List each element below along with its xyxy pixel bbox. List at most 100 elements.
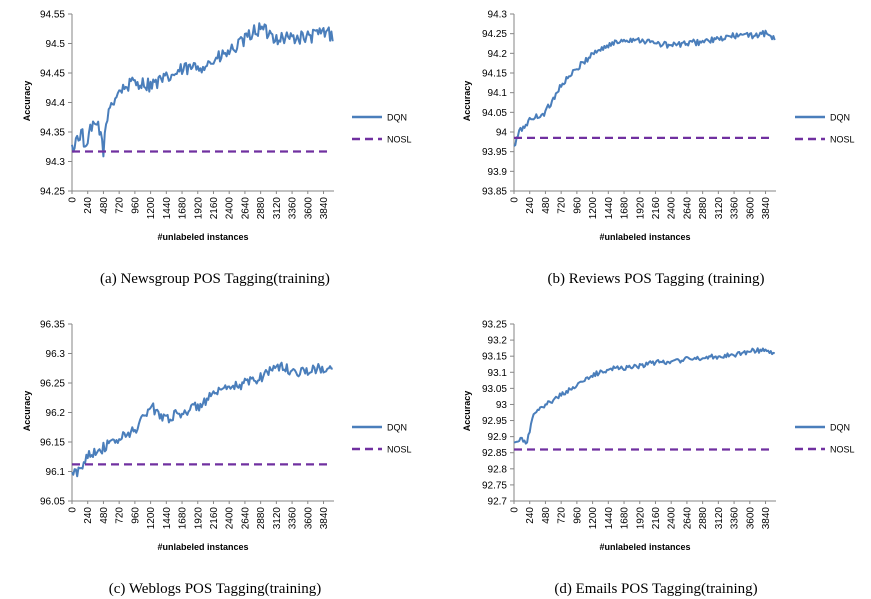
- x-tick-label: 3360: [288, 197, 299, 220]
- x-tick-label: 1440: [604, 507, 615, 530]
- y-tick-label: 93.85: [482, 187, 507, 198]
- x-tick-label: 480: [99, 507, 110, 524]
- x-tick-label: 1200: [146, 507, 157, 530]
- y-tick-label: 94: [496, 128, 508, 139]
- x-tick-label: 2640: [682, 197, 693, 220]
- x-tick-label: 2640: [240, 507, 251, 530]
- y-axis-title: Accuracy: [22, 391, 32, 432]
- y-tick-label: 94.35: [40, 128, 65, 139]
- x-tick-label: 1680: [178, 507, 189, 530]
- x-tick-label: 2880: [256, 507, 267, 530]
- y-tick-label: 94.05: [482, 108, 507, 119]
- y-tick-label: 93: [496, 400, 508, 411]
- x-tick-label: 1200: [588, 507, 599, 530]
- chart-panel-3: 96.05 96.1 96.15 96.2 96.25 96.3 96.35 0 240 480 7…: [22, 320, 412, 598]
- y-tick-label: 93.1: [488, 368, 508, 379]
- y-axis-title: Accuracy: [22, 81, 32, 122]
- legend-label-nosl: NOSL: [830, 135, 855, 145]
- x-tick-label: 960: [130, 197, 141, 214]
- panel-caption: (b) Reviews POS Tagging (training): [548, 271, 765, 287]
- x-axis-title: #unlabeled instances: [599, 542, 690, 552]
- x-tick-label: 240: [83, 197, 94, 214]
- x-tick-label: 2880: [698, 197, 709, 220]
- x-tick-label: 0: [68, 507, 79, 513]
- legend-label-nosl: NOSL: [387, 135, 412, 145]
- y-tick-label: 94.25: [40, 187, 65, 198]
- x-tick-label: 3600: [303, 197, 314, 220]
- panel-caption: (a) Newsgroup POS Tagging(training): [100, 271, 330, 287]
- x-tick-label: 2640: [240, 197, 251, 220]
- y-tick-label: 96.35: [40, 320, 65, 331]
- x-tick-label: 3360: [288, 507, 299, 530]
- chart-panel-1: 94.25 94.3 94.35 94.4 94.45 94.5 94.55 0 240 480 7…: [22, 10, 412, 288]
- x-tick-label: 3600: [745, 197, 756, 220]
- x-tick-label: 3120: [714, 197, 725, 220]
- y-tick-label: 92.7: [488, 497, 508, 508]
- series-line-dqn: [71, 361, 333, 478]
- panel-caption: (c) Weblogs POS Tagging(training): [109, 581, 322, 597]
- y-axis-title: Accuracy: [462, 391, 472, 432]
- x-tick-label: 0: [68, 197, 79, 203]
- y-tick-label: 94.1: [488, 88, 508, 99]
- x-tick-label: 2400: [667, 507, 678, 530]
- y-tick-label: 92.85: [482, 448, 507, 459]
- y-tick-label: 94.2: [488, 49, 508, 60]
- x-tick-label: 3360: [730, 507, 741, 530]
- x-tick-label: 1440: [162, 507, 173, 530]
- x-axis-title: #unlabeled instances: [157, 542, 248, 552]
- x-tick-label: 480: [99, 197, 110, 214]
- legend-label-dqn: DQN: [387, 113, 407, 123]
- y-tick-label: 94.55: [40, 10, 65, 21]
- x-tick-label: 3120: [272, 507, 283, 530]
- y-axis-title: Accuracy: [462, 81, 472, 122]
- series-line-dqn: [513, 29, 776, 147]
- x-tick-label: 1200: [588, 197, 599, 220]
- x-tick-label: 1920: [193, 507, 204, 530]
- y-tick-label: 93.95: [482, 147, 507, 158]
- x-tick-label: 240: [525, 197, 536, 214]
- x-tick-label: 1920: [193, 197, 204, 220]
- x-tick-label: 2880: [698, 507, 709, 530]
- x-tick-label: 3840: [319, 197, 330, 220]
- y-tick-label: 92.8: [488, 464, 508, 475]
- x-tick-label: 240: [525, 507, 536, 524]
- y-tick-label: 94.3: [46, 157, 66, 168]
- x-tick-label: 1200: [146, 197, 157, 220]
- x-tick-label: 2880: [256, 197, 267, 220]
- x-tick-label: 2160: [209, 507, 220, 530]
- y-tick-label: 96.3: [46, 349, 66, 360]
- y-tick-label: 92.75: [482, 480, 507, 491]
- chart-panel-4: 92.7 92.75 92.8 92.85 92.9 92.95 93 93.05 93.1 93…: [462, 320, 855, 598]
- x-tick-label: 3840: [761, 507, 772, 530]
- chart-panel-2: 93.85 93.9 93.95 94 94.05 94.1 94.15 94.2 94.25 9…: [462, 10, 855, 288]
- x-tick-label: 2640: [682, 507, 693, 530]
- y-tick-label: 96.1: [46, 467, 66, 478]
- x-tick-label: 3360: [730, 197, 741, 220]
- x-tick-label: 1440: [162, 197, 173, 220]
- x-tick-label: 0: [510, 507, 521, 513]
- y-tick-label: 94.3: [488, 10, 508, 21]
- y-tick-label: 96.25: [40, 379, 65, 390]
- x-axis-title: #unlabeled instances: [599, 232, 690, 242]
- x-tick-label: 1440: [604, 197, 615, 220]
- x-tick-label: 3120: [272, 197, 283, 220]
- y-tick-label: 93.2: [488, 336, 508, 347]
- x-tick-label: 2160: [209, 197, 220, 220]
- x-tick-label: 720: [115, 197, 126, 214]
- legend-label-nosl: NOSL: [830, 445, 855, 455]
- x-tick-label: 0: [510, 197, 521, 203]
- x-tick-label: 480: [541, 197, 552, 214]
- x-tick-label: 480: [541, 507, 552, 524]
- x-tick-label: 960: [130, 507, 141, 524]
- x-tick-label: 720: [557, 507, 568, 524]
- x-tick-label: 1680: [620, 197, 631, 220]
- y-tick-label: 94.25: [482, 29, 507, 40]
- x-tick-label: 960: [572, 507, 583, 524]
- y-tick-label: 93.05: [482, 384, 507, 395]
- x-tick-label: 1920: [635, 507, 646, 530]
- x-tick-label: 3600: [303, 507, 314, 530]
- y-tick-label: 96.15: [40, 438, 65, 449]
- legend-label-dqn: DQN: [830, 423, 850, 433]
- y-tick-label: 94.45: [40, 69, 65, 80]
